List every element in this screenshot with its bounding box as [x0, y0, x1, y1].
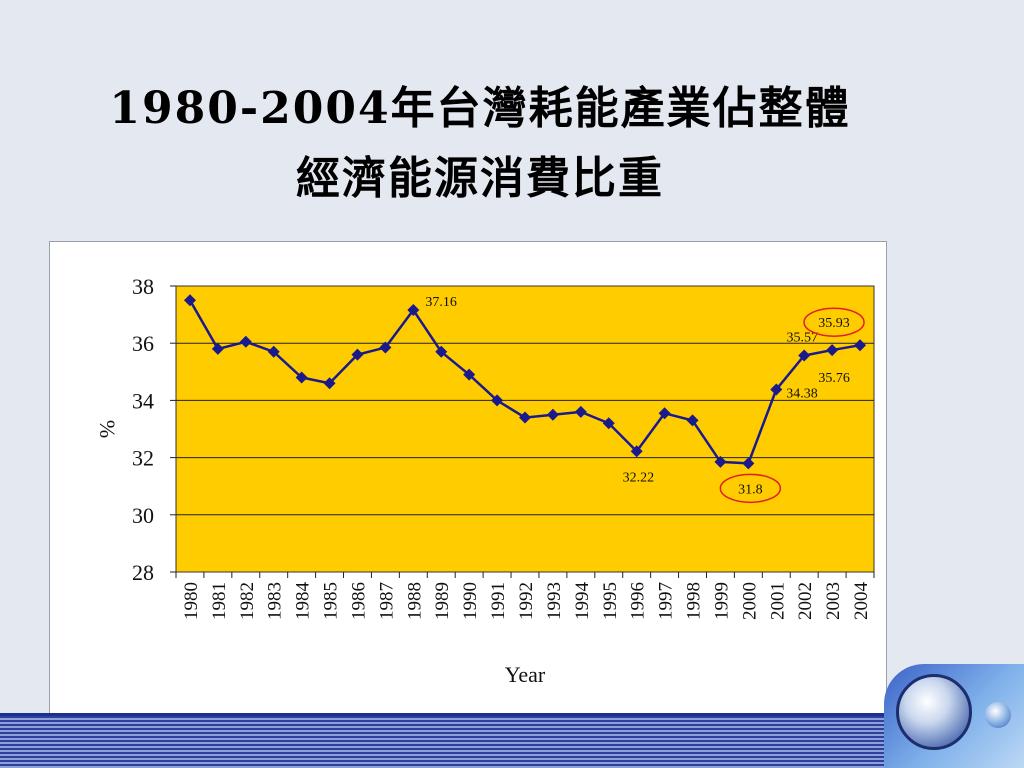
- footer-stripes: [0, 716, 1024, 768]
- data-point: [686, 414, 699, 427]
- data-point: [351, 348, 364, 361]
- data-label: 31.8: [738, 482, 763, 497]
- x-tick-label: 1981: [209, 582, 230, 620]
- data-point: [630, 445, 643, 458]
- data-label: 35.93: [818, 316, 850, 331]
- x-tick-label: 1988: [404, 582, 425, 620]
- data-label: 37.16: [425, 295, 457, 310]
- data-point: [435, 345, 448, 358]
- x-tick-label: 2002: [795, 582, 816, 620]
- x-tick-label: 1985: [321, 582, 342, 620]
- x-tick-label: 1997: [656, 582, 677, 620]
- x-tick-label: 1994: [572, 582, 593, 621]
- data-point: [546, 408, 559, 421]
- x-tick-label: 1982: [237, 582, 258, 620]
- x-tick-label: 1991: [488, 582, 509, 620]
- y-tick-label: 36: [132, 331, 154, 356]
- data-label: 35.57: [786, 330, 818, 345]
- x-tick-label: 1996: [628, 582, 649, 620]
- data-point: [770, 383, 783, 396]
- slide-title-line2: 經濟能源消費比重: [296, 153, 664, 204]
- x-tick-label: 2003: [823, 582, 844, 620]
- data-label: 34.38: [786, 387, 818, 402]
- data-point: [295, 371, 308, 384]
- y-tick-label: 38: [132, 274, 154, 299]
- data-point: [798, 349, 811, 362]
- y-tick-label: 28: [132, 560, 154, 585]
- highlight-circle: [719, 473, 782, 504]
- y-tick-label: 32: [132, 446, 154, 471]
- data-point: [826, 344, 839, 357]
- data-point: [714, 455, 727, 468]
- line-chart: 28 30 32 34 36 38 1980 1981 1982 1983 1984 1985 1986…: [49, 241, 887, 717]
- footer-bar-top: [0, 713, 1024, 716]
- data-label: 32.22: [623, 470, 655, 485]
- x-tick-label: 1999: [711, 582, 732, 620]
- x-tick-label: 1998: [684, 582, 705, 620]
- data-label: 35.76: [818, 371, 850, 386]
- data-point: [407, 304, 420, 317]
- data-point: [211, 342, 224, 355]
- x-tick-label: 1989: [432, 582, 453, 620]
- data-point: [463, 368, 476, 381]
- data-point: [519, 411, 531, 424]
- data-point: [239, 335, 252, 348]
- x-tick-label: 1986: [348, 582, 369, 620]
- data-point: [742, 457, 755, 470]
- data-point: [267, 345, 280, 358]
- y-axis-label: %: [95, 420, 120, 438]
- globe-logo-icon: [896, 674, 972, 750]
- x-tick-label: 1980: [181, 582, 202, 620]
- x-axis-label: Year: [505, 662, 546, 687]
- data-point: [854, 339, 867, 352]
- x-tick-label: 2001: [767, 582, 788, 620]
- data-point: [602, 417, 615, 430]
- x-tick-label: 1983: [265, 582, 286, 620]
- chart-canvas: 28 30 32 34 36 38 1980 1981 1982 1983 1984 1985 1986…: [95, 274, 875, 687]
- x-tick-label: 1984: [293, 582, 314, 621]
- x-tick-label: 2000: [739, 582, 760, 620]
- x-tick-label: 1995: [600, 582, 621, 620]
- slide-title-line1: 1980-2004年台灣耗能產業佔整體: [109, 83, 851, 134]
- data-point: [574, 405, 587, 418]
- y-tick-label: 34: [132, 388, 154, 413]
- highlight-circle: [803, 307, 865, 337]
- data-point: [658, 407, 671, 420]
- plot-area: [175, 285, 875, 573]
- x-tick-label: 1992: [516, 582, 537, 620]
- x-tick-label: 1990: [460, 582, 481, 620]
- data-point: [183, 294, 196, 307]
- data-point: [491, 394, 504, 407]
- small-globe-icon: [985, 702, 1011, 728]
- x-tick-label: 1993: [544, 582, 565, 620]
- data-point: [323, 377, 336, 390]
- x-tick-label: 1987: [376, 582, 397, 620]
- data-point: [379, 341, 392, 354]
- x-tick-label: 2004: [851, 582, 872, 621]
- y-tick-label: 30: [132, 503, 154, 528]
